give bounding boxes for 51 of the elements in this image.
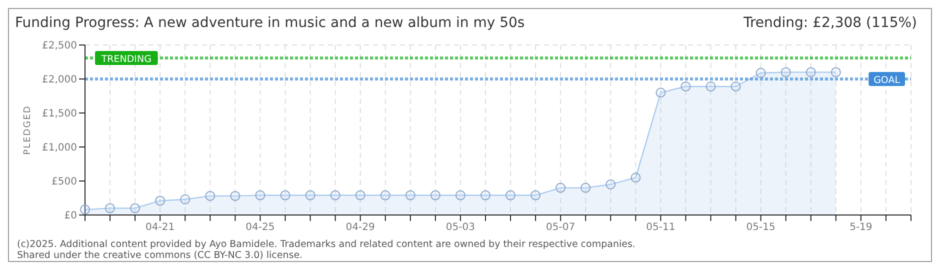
point xyxy=(630,172,641,183)
chart-subtitle: Trending: £2,308 (115%) xyxy=(743,15,917,31)
point xyxy=(155,196,166,206)
y-tick-label: £500 xyxy=(52,176,77,188)
x-tick-label: 04-21 xyxy=(146,222,175,234)
point xyxy=(580,182,591,193)
point xyxy=(530,190,541,200)
point xyxy=(506,190,516,200)
y-tick-label: £2,000 xyxy=(42,74,77,86)
point xyxy=(806,67,816,78)
point xyxy=(455,190,466,200)
chart-title: Funding Progress: A new adventure in music and a new album in my 50s xyxy=(15,15,525,31)
y-tick-label: £0 xyxy=(64,210,77,222)
x-tick-label: 05-03 xyxy=(446,222,475,234)
x-tick-label: 04-25 xyxy=(246,222,275,234)
y-tick-label: £1,000 xyxy=(42,142,77,154)
point xyxy=(830,67,841,78)
x-tick-label: 05-11 xyxy=(646,222,676,234)
point xyxy=(730,81,741,92)
point xyxy=(706,81,716,92)
point xyxy=(380,190,390,200)
text: (c)2025. Additional content provided by Ayo Bamidele. Trademarks and related content are owned by their respective companies. xyxy=(17,239,636,250)
x-tick-label: 04-29 xyxy=(346,222,375,234)
point xyxy=(556,182,566,193)
point xyxy=(780,67,791,78)
point xyxy=(355,190,366,200)
point xyxy=(480,190,490,200)
y-axis-title: PLEDGED xyxy=(23,105,34,155)
ref-line-label: TRENDING xyxy=(100,54,152,66)
point xyxy=(756,68,766,78)
point xyxy=(255,190,266,200)
point xyxy=(330,190,340,200)
x-tick-label: 05-15 xyxy=(746,222,776,234)
point xyxy=(230,190,240,201)
point xyxy=(656,88,666,98)
point xyxy=(680,81,691,92)
x-tick-label: 05-07 xyxy=(546,222,576,234)
point xyxy=(105,203,116,214)
point xyxy=(280,190,290,200)
point xyxy=(130,203,140,214)
ref-line-label: GOAL xyxy=(874,75,901,86)
point xyxy=(430,190,440,200)
x-tick-label: 5-19 xyxy=(850,222,872,234)
point xyxy=(180,194,190,204)
point xyxy=(305,190,316,200)
y-tick-label: £2,500 xyxy=(42,40,77,52)
point xyxy=(405,190,416,200)
y-tick-label: £1,500 xyxy=(42,108,77,120)
point xyxy=(205,190,216,201)
point xyxy=(606,179,616,190)
text: Shared under the creative commons (CC BY-NC 3.0) license. xyxy=(17,250,303,261)
